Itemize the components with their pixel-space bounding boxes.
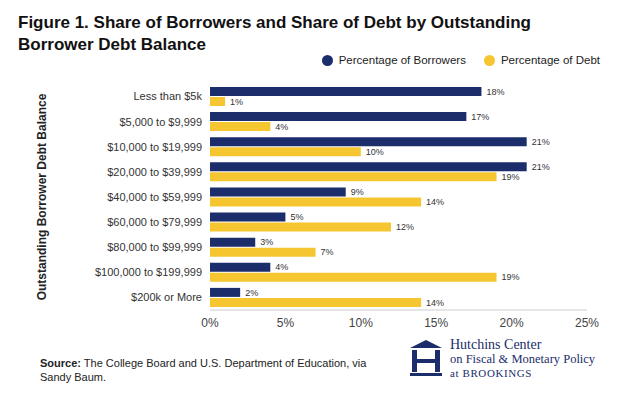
- svg-text:25%: 25%: [575, 316, 599, 330]
- svg-text:21%: 21%: [532, 162, 550, 172]
- svg-text:4%: 4%: [275, 262, 288, 272]
- svg-text:$20,000 to $39,999: $20,000 to $39,999: [107, 166, 202, 178]
- svg-text:$10,000 to $19,999: $10,000 to $19,999: [107, 141, 202, 153]
- svg-text:$100,000 to $199,999: $100,000 to $199,999: [95, 266, 202, 278]
- svg-text:14%: 14%: [426, 298, 444, 308]
- svg-text:17%: 17%: [471, 112, 489, 122]
- svg-text:5%: 5%: [277, 316, 295, 330]
- html-text:Percentage of Debt: Percentage of Debt: [500, 54, 600, 66]
- svg-text:1%: 1%: [230, 97, 243, 107]
- html-text:Source: The College Board and: Source: The College Board and U.S. Depar…: [40, 357, 367, 383]
- svg-text:$80,000 to $99,999: $80,000 to $99,999: [107, 241, 202, 253]
- svg-text:$60,000 to $79,999: $60,000 to $79,999: [107, 216, 202, 228]
- svg-text:18%: 18%: [486, 87, 504, 97]
- html-text:Percentage of Borrowers: Percentage of Borrowers: [338, 54, 466, 66]
- svg-text:Outstanding Borrower Debt Bala: Outstanding Borrower Debt Balance: [35, 93, 49, 300]
- html-text:Hutchins Center: Hutchins Center: [450, 337, 542, 352]
- svg-text:14%: 14%: [426, 197, 444, 207]
- html-text:on Fiscal & Monetary Policy: on Fiscal & Monetary Policy: [450, 352, 596, 366]
- svg-text:4%: 4%: [275, 122, 288, 132]
- svg-text:7%: 7%: [321, 247, 334, 257]
- svg-text:19%: 19%: [502, 272, 520, 282]
- svg-text:Less than $5k: Less than $5k: [134, 90, 203, 102]
- svg-text:19%: 19%: [502, 172, 520, 182]
- svg-text:0%: 0%: [201, 316, 219, 330]
- svg-text:$5,000 to $9,999: $5,000 to $9,999: [119, 116, 202, 128]
- svg-text:5%: 5%: [290, 212, 303, 222]
- svg-text:2%: 2%: [245, 288, 258, 298]
- svg-text:10%: 10%: [349, 316, 373, 330]
- svg-text:12%: 12%: [396, 222, 414, 232]
- html-text:Figure 1. Share of Borrowers a: Figure 1. Share of Borrowers and Share o…: [18, 13, 531, 54]
- html-text:at BROOKINGS: at BROOKINGS: [450, 367, 533, 379]
- svg-text:$40,000 to $59,999: $40,000 to $59,999: [107, 191, 202, 203]
- svg-text:20%: 20%: [500, 316, 524, 330]
- svg-text:9%: 9%: [351, 187, 364, 197]
- svg-text:15%: 15%: [424, 316, 448, 330]
- svg-text:21%: 21%: [532, 137, 550, 147]
- svg-text:10%: 10%: [366, 147, 384, 157]
- svg-text:$200k or More: $200k or More: [131, 291, 202, 303]
- svg-text:3%: 3%: [260, 237, 273, 247]
